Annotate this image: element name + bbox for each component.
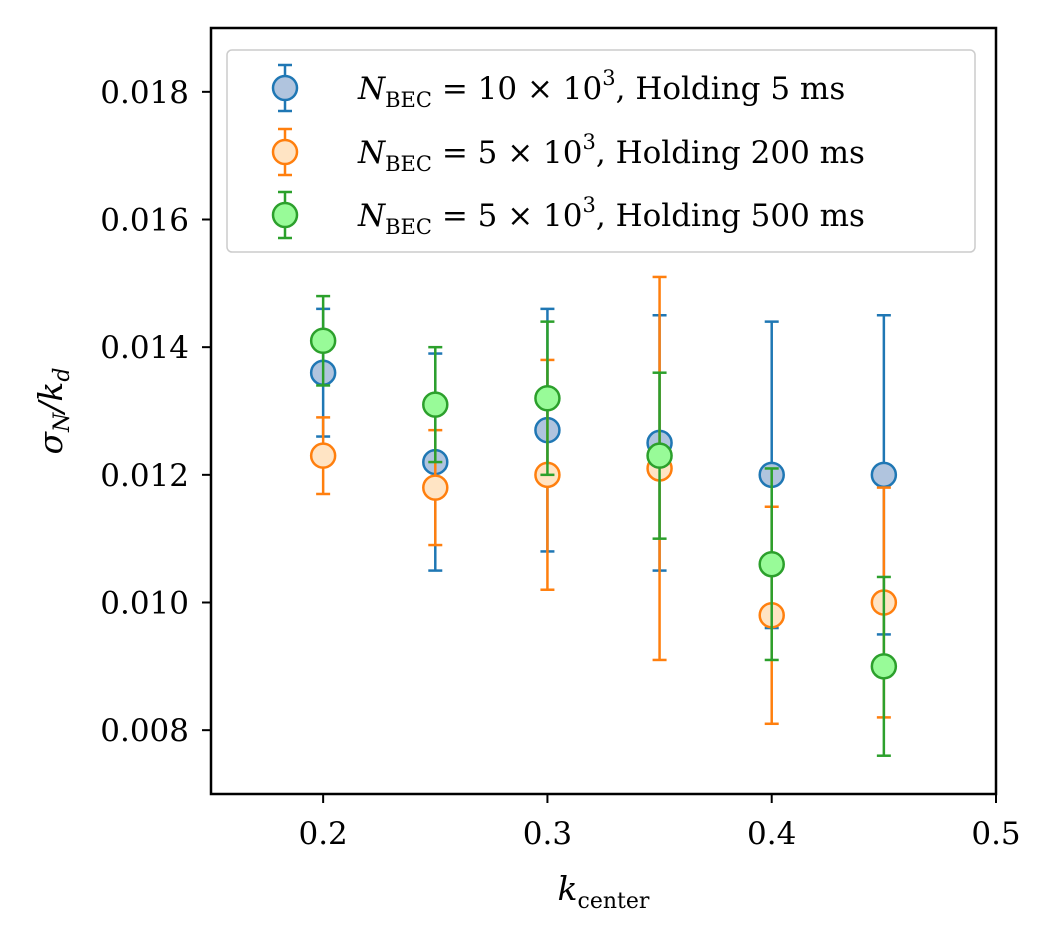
legend-entry: NBEC = 10 × 103, Holding 5 ms [271, 63, 845, 113]
y-axis-label: σN/kd [31, 368, 75, 455]
data-point [309, 442, 337, 469]
y-tick-label: 0.008 [100, 713, 189, 749]
data-point [309, 327, 337, 355]
series-1 [309, 307, 898, 636]
x-tick-label: 0.4 [747, 816, 796, 852]
data-point [422, 391, 449, 418]
data-point [870, 653, 898, 680]
y-tick-label: 0.018 [100, 75, 189, 111]
x-axis-label: kcenter [558, 869, 650, 914]
legend-label: NBEC = 5 × 103, Holding 500 ms [357, 193, 865, 239]
legend-marker [271, 201, 299, 229]
data-point [758, 550, 785, 578]
plot-frame [209, 26, 998, 796]
data-point [646, 442, 673, 469]
legend-label: NBEC = 10 × 103, Holding 5 ms [357, 66, 845, 112]
legend-marker [271, 138, 299, 166]
series-2 [309, 275, 898, 726]
y-tick-label: 0.010 [100, 586, 189, 622]
legend-entry: NBEC = 5 × 103, Holding 200 ms [271, 127, 865, 177]
y-tick-label: 0.016 [100, 203, 189, 239]
legend-entry: NBEC = 5 × 103, Holding 500 ms [271, 190, 865, 240]
y-tick-label: 0.014 [100, 330, 189, 366]
x-tick-label: 0.5 [971, 816, 1020, 852]
series-3 [309, 294, 898, 757]
legend-marker [271, 74, 299, 102]
x-tick-label: 0.2 [298, 816, 347, 852]
plot-area [309, 275, 898, 757]
x-tick-label: 0.3 [523, 816, 572, 852]
legend-box [226, 49, 976, 253]
legend-label: NBEC = 5 × 103, Holding 200 ms [357, 130, 865, 176]
data-point [870, 461, 898, 489]
axes: 0.2 0.3 0.4 0.5 0.008 0.010 0.012 0.014 0.016 0.0… [100, 26, 1021, 852]
data-point [422, 474, 449, 501]
axis-labels: kcenter σN/kd [31, 368, 650, 915]
y-tick-label: 0.012 [100, 458, 189, 494]
legend: NBEC = 10 × 103, Holding 5 ms NBEC = 5 × … [226, 49, 976, 253]
data-point [534, 384, 561, 412]
